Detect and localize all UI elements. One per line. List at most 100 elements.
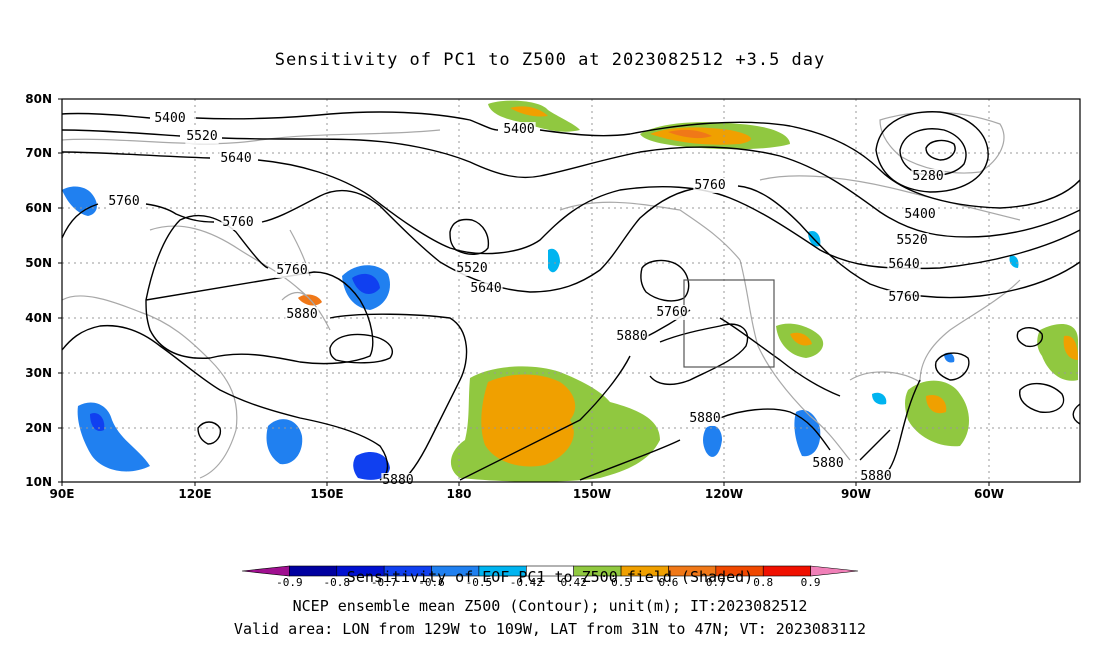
- contour-label: 5880: [812, 456, 843, 471]
- contour-label: 5520: [896, 233, 927, 248]
- lat-tick-label: 40N: [25, 311, 52, 325]
- contour-label: 5640: [220, 151, 251, 166]
- contour-label: 5640: [470, 281, 501, 296]
- lon-tick-label: 150W: [573, 487, 611, 501]
- contour-label: 5760: [108, 194, 139, 209]
- contour-5880-left: [61, 324, 389, 481]
- shade-arctic-hot: [668, 129, 712, 139]
- shade-atlantic-core: [1063, 335, 1078, 360]
- lon-tick-label: 90W: [841, 487, 871, 501]
- shade-ep-neg: [703, 425, 722, 457]
- contour-label: 5760: [276, 263, 307, 278]
- contour-5880-mid: [459, 323, 749, 481]
- latitude-ticks: 80N 70N 60N 50N 40N 30N 20N 10N: [25, 92, 62, 489]
- lat-tick-label: 30N: [25, 366, 52, 380]
- contour-5760-loop-west: [145, 214, 374, 365]
- lat-tick-label: 50N: [25, 256, 52, 270]
- colorbar-label: 0.6: [659, 576, 679, 589]
- contour-label: 5760: [656, 305, 687, 320]
- lon-tick-label: 90E: [50, 487, 75, 501]
- contour-high-west: [197, 421, 222, 445]
- colorbar-label: -0.6: [418, 576, 445, 589]
- shade-kuril-neg-core: [352, 273, 380, 294]
- contour-label: 5760: [694, 178, 725, 193]
- shaded-regions: [62, 100, 1078, 482]
- colorbar-label: 0.9: [801, 576, 821, 589]
- contour-label: 5880: [616, 329, 647, 344]
- coast-siberia: [61, 129, 441, 145]
- map-title: Sensitivity of PC1 to Z500 at 2023082512…: [274, 50, 826, 70]
- coastlines: [61, 111, 1021, 479]
- colorbar-label: 0.7: [706, 576, 726, 589]
- contour-label: 5760: [222, 215, 253, 230]
- contour-label: 5640: [888, 257, 919, 272]
- contour-label: 5400: [154, 111, 185, 126]
- shade-misc-neg1: [548, 248, 560, 273]
- contour-low-green-2: [899, 128, 967, 176]
- contour-label: 5880: [860, 469, 891, 484]
- shade-west-neg1: [62, 186, 97, 216]
- lon-tick-label: 150E: [310, 487, 343, 501]
- contour-label: 5400: [904, 207, 935, 222]
- contour-label: 5880: [286, 307, 317, 322]
- shade-caribbean-core: [926, 394, 947, 414]
- colorbar-label: -0.5: [466, 576, 493, 589]
- coast-na-west: [739, 259, 851, 461]
- contour-label: 5520: [456, 261, 487, 276]
- coast-asia: [61, 295, 238, 479]
- coast-na-east: [919, 279, 1021, 383]
- longitude-ticks: 90E 120E 150E 180 150W 120W 90W 60W: [50, 482, 1004, 501]
- lon-tick-label: 120E: [178, 487, 211, 501]
- shade-east-pacific-core: [790, 332, 812, 346]
- shade-west-neg2-core: [90, 412, 105, 432]
- shade-ph-neg: [266, 419, 303, 465]
- coast-east-asia: [149, 225, 331, 331]
- shade-north-pacific-core: [510, 106, 548, 117]
- lat-tick-label: 70N: [25, 146, 52, 160]
- colorbar: -0.9 -0.8 -0.7 -0.6 -0.5 -0.42 0.42 0.5 0.6 0.7 0.…: [241, 565, 859, 589]
- colorbar-label: 0.5: [611, 576, 631, 589]
- shade-misc-neg3: [1009, 255, 1019, 268]
- contour-low-nw: [449, 218, 490, 255]
- lat-tick-label: 80N: [25, 92, 52, 106]
- contour-low-green-3: [925, 139, 956, 161]
- colorbar-label: -0.42: [510, 576, 543, 589]
- coast-canada: [759, 175, 1021, 221]
- footer-line-2: NCEP ensemble mean Z500 (Contour); unit(…: [292, 597, 808, 615]
- shade-caribbean: [905, 380, 969, 447]
- contour-5760-main: [61, 185, 1081, 299]
- contour-5880-upper: [329, 313, 468, 483]
- contour-label: 5880: [689, 411, 720, 426]
- lat-tick-label: 20N: [25, 421, 52, 435]
- contour-labels: 5400552056405760576057605880540055205640…: [107, 111, 945, 488]
- colorbar-swatch: [810, 565, 859, 577]
- contour-5520-west: [61, 129, 1081, 238]
- contour-label: 5400: [503, 122, 534, 137]
- lon-tick-label: 180: [446, 487, 471, 501]
- shade-west-neg2: [77, 402, 150, 472]
- coast-greenland: [879, 111, 1005, 174]
- contour-label: 5880: [382, 473, 413, 488]
- contour-atl-high-2: [1019, 383, 1065, 413]
- lat-tick-label: 10N: [25, 475, 52, 489]
- contour-atl-high-1: [1016, 327, 1043, 348]
- contour-low-green-1: [875, 111, 989, 193]
- valid-area-box: [683, 279, 775, 368]
- contour-label: 5520: [186, 129, 217, 144]
- lon-tick-label: 60W: [974, 487, 1004, 501]
- coast-alaska: [559, 201, 741, 261]
- contour-carib: [934, 352, 970, 381]
- coast-japan: [281, 291, 307, 301]
- shade-wp-neg: [353, 452, 390, 480]
- colorbar-label: 0.8: [753, 576, 773, 589]
- footer-line-3: Valid area: LON from 129W to 109W, LAT f…: [233, 620, 867, 638]
- footer-line-1: Sensitivity of EOF PC1 to Z500 field (Sh…: [346, 568, 754, 586]
- contour-low-alaska: [640, 259, 690, 302]
- coast-gulf: [849, 371, 921, 383]
- shade-misc-neg5: [944, 352, 955, 363]
- map-frame: [61, 98, 1081, 483]
- z500-contours: [61, 111, 1081, 483]
- colorbar-label: 0.42: [560, 576, 587, 589]
- contour-5400-west: [61, 111, 1081, 209]
